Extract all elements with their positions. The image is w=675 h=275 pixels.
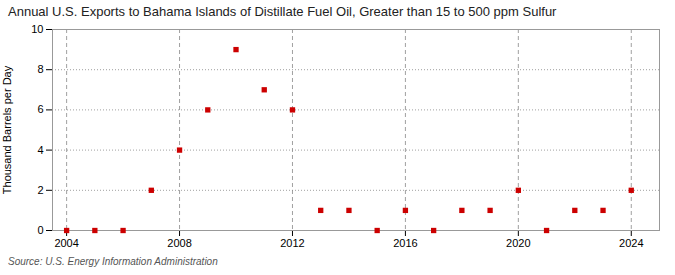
svg-text:2016: 2016 [393,237,417,249]
svg-text:0: 0 [37,224,43,236]
svg-text:2012: 2012 [280,237,304,249]
html-text:Annual U.S. Exports to Bahama: Annual U.S. Exports to Bahama Islands of… [8,4,557,19]
svg-text:2020: 2020 [506,237,530,249]
svg-text:4: 4 [37,144,43,156]
svg-text:2004: 2004 [54,237,78,249]
svg-text:2024: 2024 [619,237,643,249]
svg-text:10: 10 [31,23,43,35]
svg-text:2: 2 [37,184,43,196]
svg-text:8: 8 [37,63,43,75]
svg-text:2008: 2008 [167,237,191,249]
html-text:Source: U.S. Energy Informatio: Source: U.S. Energy Information Administ… [8,256,218,267]
svg-text:6: 6 [37,103,43,115]
svg-text:Thousand Barrels per Day: Thousand Barrels per Day [1,65,13,194]
